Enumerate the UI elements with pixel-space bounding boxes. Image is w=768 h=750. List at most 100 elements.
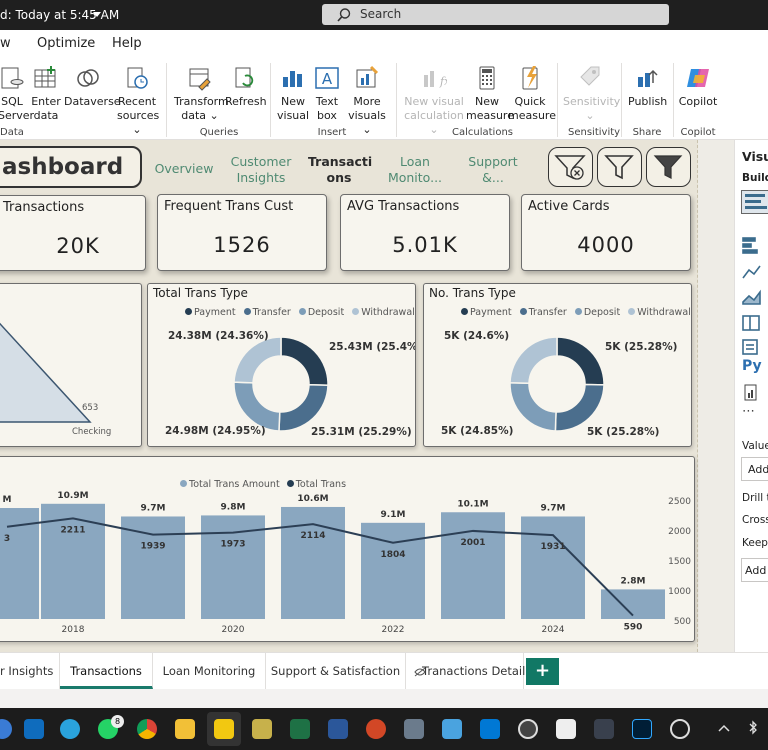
recent-sources-button[interactable]: Recent sources ⌄ — [117, 65, 159, 137]
nav-support[interactable]: Support &... — [468, 154, 518, 185]
donut-chart: 5K (25.28%) 5K (25.28%) 5K (24.85%) 5K (24.… — [441, 330, 677, 438]
bar-2019[interactable] — [121, 516, 185, 619]
line-series-total-trans[interactable] — [6, 517, 634, 617]
more-visuals-ellipsis-icon[interactable]: ⋯ — [742, 404, 755, 419]
nav-loan-monitoring[interactable]: Loan Monito... — [387, 154, 443, 185]
photoshop-icon[interactable] — [632, 719, 652, 739]
calculator-icon[interactable] — [404, 719, 424, 739]
stacked-bar-visual-icon[interactable] — [741, 190, 768, 214]
dashboard-title: ashboard — [2, 154, 124, 180]
excel-icon[interactable] — [290, 719, 310, 739]
bluetooth-icon[interactable] — [748, 720, 758, 736]
build-visual-label: Build v — [742, 172, 768, 184]
kpi-card-transactions[interactable]: Transactions 20K — [0, 195, 146, 271]
menu-view[interactable]: w — [0, 36, 11, 51]
add-data-field-well[interactable]: Add — [741, 457, 768, 481]
group-separator — [673, 63, 674, 137]
dataverse-button[interactable]: Dataverse — [64, 65, 121, 109]
chevron-down-icon[interactable] — [93, 12, 101, 18]
search-box[interactable]: Search — [322, 4, 669, 25]
add-drillthrough-field-well[interactable]: Add — [741, 558, 768, 582]
line-data-label: 1931 — [540, 542, 565, 552]
table-icon — [34, 66, 56, 88]
text-box-icon: A — [315, 67, 339, 89]
taskbar-app-icon[interactable] — [0, 719, 12, 739]
clear-filter-button[interactable] — [548, 147, 593, 187]
chevron-up-icon[interactable] — [718, 724, 730, 732]
chrome-icon[interactable] — [137, 719, 157, 739]
taskbar-app-icon[interactable] — [252, 719, 272, 739]
bar-2023[interactable] — [441, 512, 505, 619]
refresh-button[interactable]: Refresh — [225, 65, 267, 109]
file-explorer-icon[interactable] — [175, 719, 195, 739]
y-tick-label: 1500 — [668, 557, 691, 567]
saved-status[interactable]: d: Today at 5:45 AM — [0, 8, 120, 22]
capcut-icon[interactable] — [556, 719, 576, 739]
no-trans-type-visual[interactable]: No. Trans Type Payment Transfer Deposit … — [423, 283, 692, 447]
donut-slice-withdrawal[interactable] — [509, 336, 558, 385]
publish-button[interactable]: Publish — [628, 65, 667, 109]
tab-customer-insights[interactable]: r Insights — [0, 653, 60, 689]
donut-slice-deposit[interactable] — [233, 381, 281, 432]
sensitivity-button[interactable]: Sensitivity ⌄ — [563, 65, 620, 123]
tab-loan-monitoring[interactable]: Loan Monitoring — [153, 653, 266, 689]
donut-slice-payment[interactable] — [556, 336, 605, 386]
nav-transactions[interactable]: Transacti ons — [308, 154, 373, 185]
powerpoint-icon[interactable] — [366, 719, 386, 739]
line-data-label: 1973 — [220, 540, 245, 550]
word-icon[interactable] — [328, 719, 348, 739]
tab-transactions[interactable]: Transactions — [60, 653, 153, 689]
donut-slice-transfer[interactable] — [278, 383, 329, 432]
visual-type-icons[interactable] — [741, 236, 768, 356]
notepad-icon[interactable] — [442, 719, 462, 739]
nav-customer-insights[interactable]: Customer Insights — [230, 154, 292, 185]
line-data-label: 2001 — [460, 538, 485, 548]
text-box-button[interactable]: A Text box — [312, 65, 342, 123]
menu-optimize[interactable]: Optimize — [37, 36, 96, 51]
python-visual-icon[interactable]: Py — [742, 358, 762, 374]
kpi-card-frequent-trans-cust[interactable]: Frequent Trans Cust 1526 — [157, 194, 327, 271]
tab-tranactions-details[interactable]: Tranactions Details — [406, 653, 531, 689]
filter-outline-button[interactable] — [597, 147, 642, 187]
azure-icon[interactable] — [480, 719, 500, 739]
kpi-card-avg-transactions[interactable]: AVG Transactions 5.01K — [340, 194, 510, 271]
group-separator — [396, 63, 397, 137]
quick-measure-button[interactable]: Quick measure — [508, 65, 556, 123]
filter-pane-button[interactable] — [646, 147, 691, 187]
transform-data-button[interactable]: Transform data ⌄ — [174, 65, 229, 123]
donut-slice-transfer[interactable] — [554, 383, 605, 432]
new-measure-button[interactable]: New measure — [466, 65, 514, 123]
donut-slice-withdrawal[interactable] — [233, 336, 282, 384]
new-visual-button[interactable]: New visual — [277, 65, 309, 123]
notification-badge: 8 — [111, 715, 124, 728]
group-label-queries: Queries — [199, 127, 239, 138]
davinci-icon[interactable] — [594, 719, 614, 739]
kpi-card-active-cards[interactable]: Active Cards 4000 — [521, 194, 691, 271]
svg-text:fx: fx — [439, 75, 447, 88]
account-type-visual[interactable]: 653 Checking — [0, 283, 142, 447]
menu-help[interactable]: Help — [112, 36, 142, 51]
x-tick-label: 2020 — [222, 625, 245, 635]
power-bi-icon[interactable] — [214, 719, 234, 739]
nav-overview[interactable]: Overview — [154, 161, 214, 176]
chatgpt-icon[interactable] — [670, 719, 690, 739]
enter-data-button[interactable]: Enter data — [31, 65, 61, 123]
telegram-icon[interactable] — [60, 719, 80, 739]
more-visuals-button[interactable]: More visuals ⌄ — [344, 65, 390, 137]
bar-2024[interactable] — [521, 516, 585, 619]
add-page-button[interactable]: + — [526, 658, 559, 685]
sql-server-button[interactable]: SQL Server — [0, 65, 34, 123]
bar-2017[interactable] — [0, 508, 39, 619]
trans-by-year-visual[interactable]: Total Trans Amount Total Trans M 10.9M 201… — [0, 456, 695, 642]
copilot-button[interactable]: Copilot — [678, 65, 718, 109]
donut-slice-deposit[interactable] — [509, 382, 557, 432]
new-visual-icon — [283, 71, 302, 87]
outlook-icon[interactable] — [24, 719, 44, 739]
total-trans-type-visual[interactable]: Total Trans Type Payment Transfer Deposi… — [147, 283, 416, 447]
paginated-report-icon[interactable] — [743, 384, 759, 402]
calculator-icon — [479, 66, 495, 90]
taskbar-app-icon[interactable] — [518, 719, 538, 739]
donut-slice-payment[interactable] — [280, 336, 329, 386]
tab-support-satisfaction[interactable]: Support & Satisfaction — [266, 653, 406, 689]
